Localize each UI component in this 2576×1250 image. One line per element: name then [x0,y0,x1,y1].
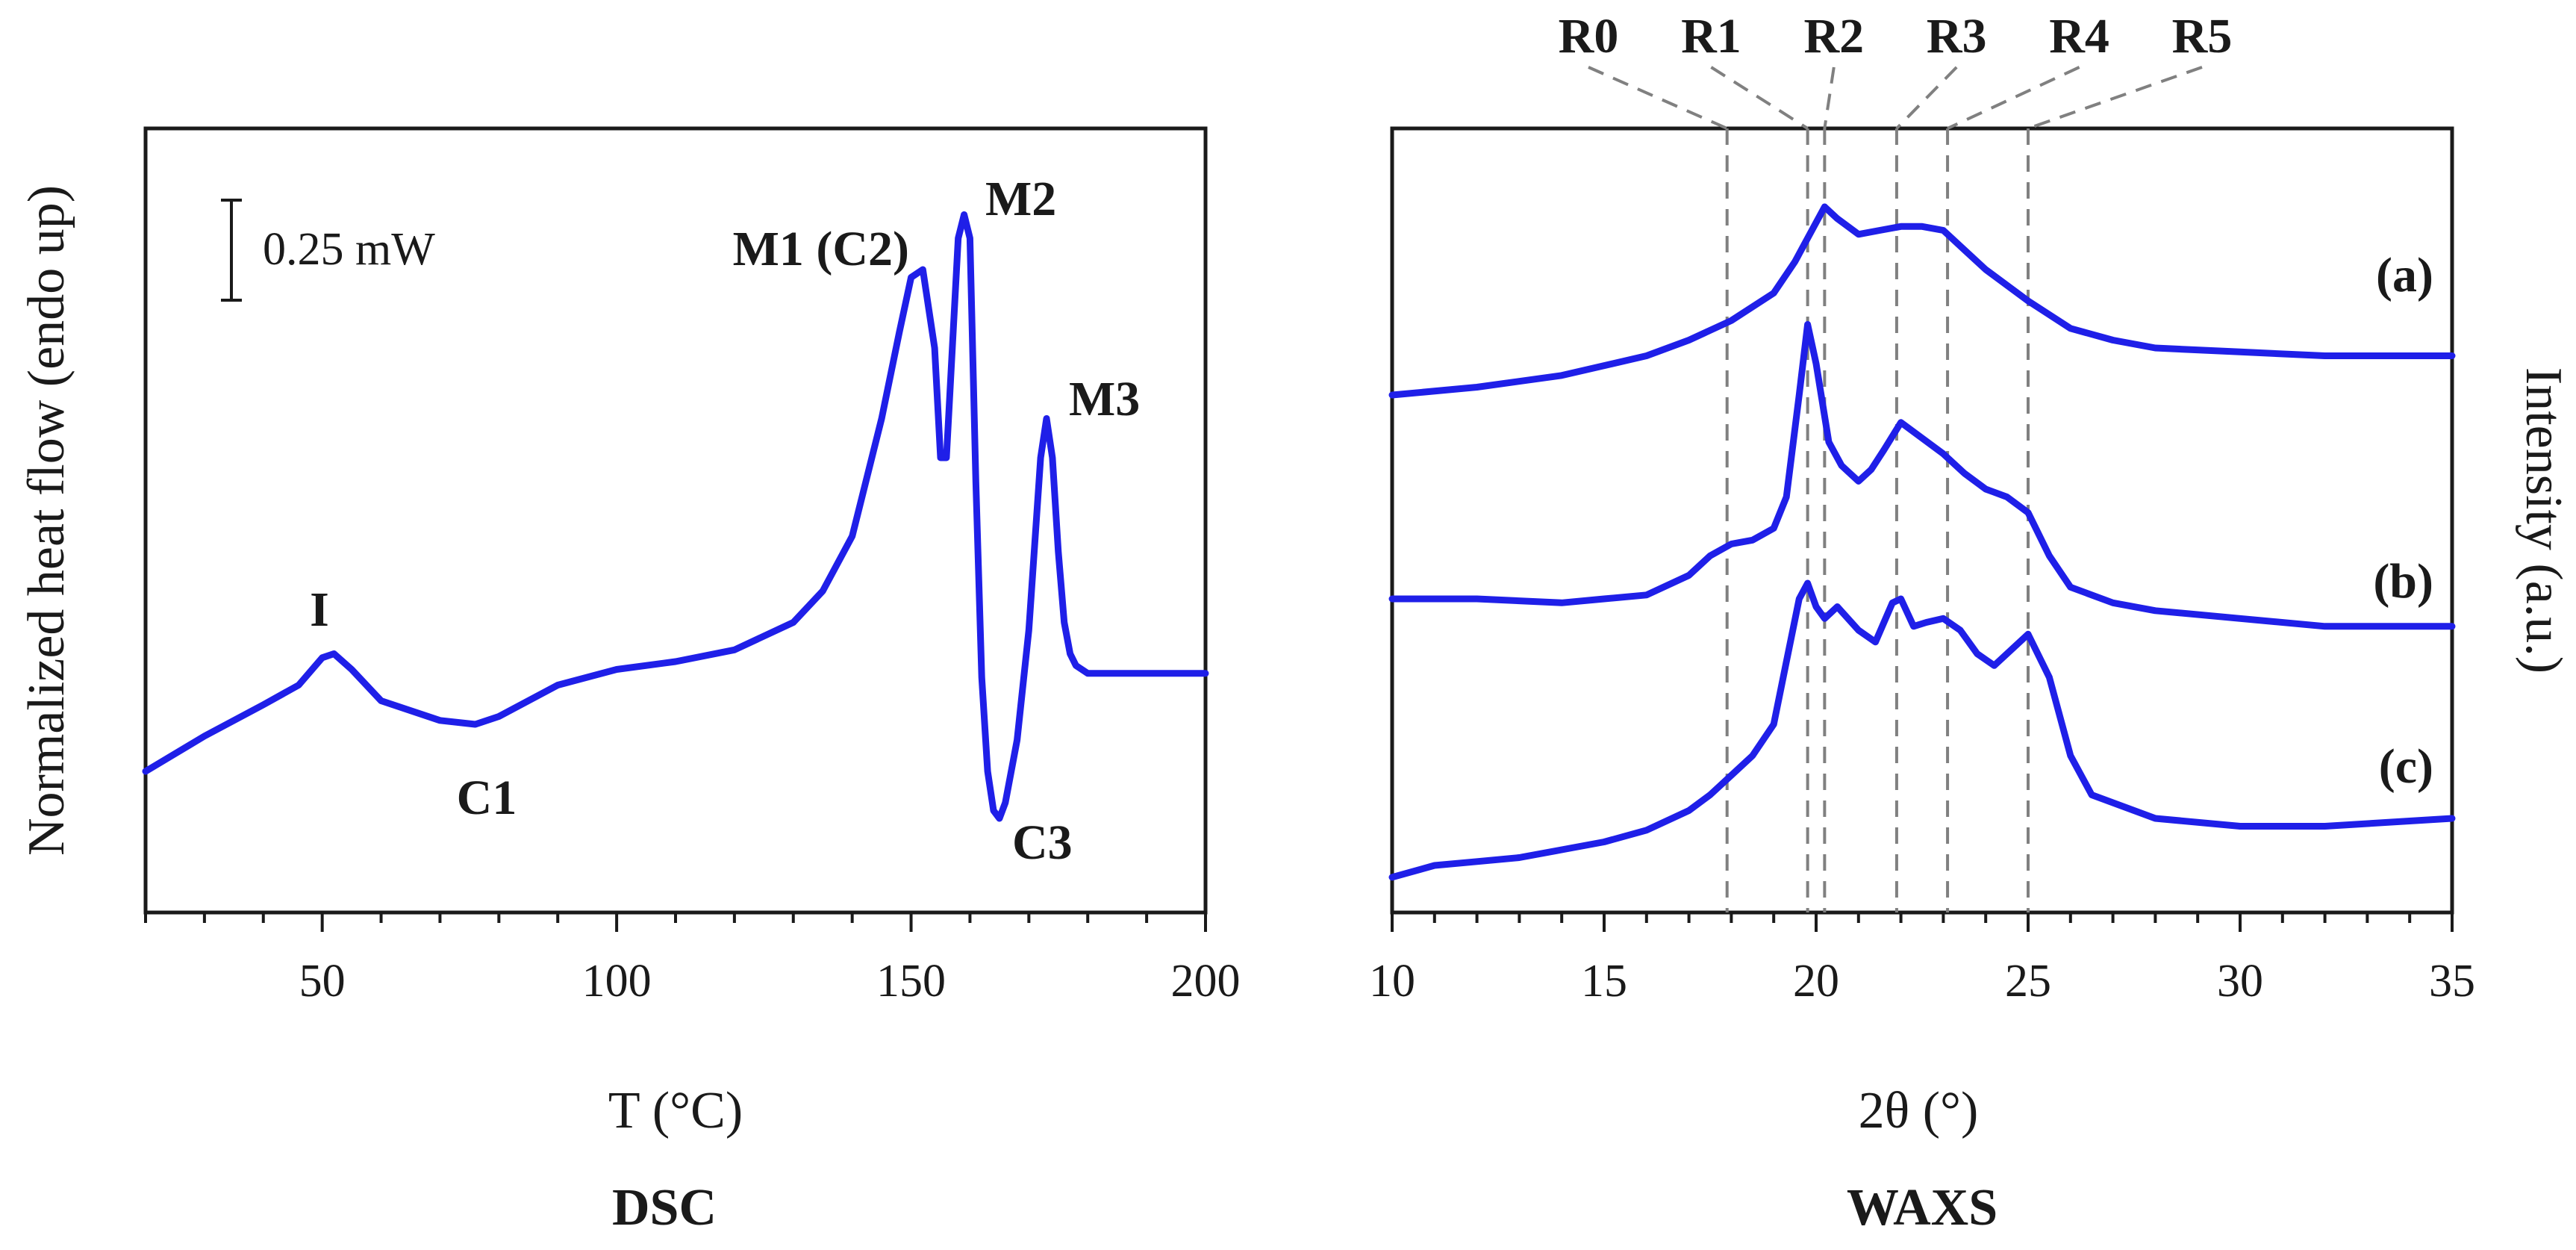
dsc-annotation-M2: M2 [985,172,1056,226]
waxs-curves [1388,203,2456,881]
waxs-plot-frame [1390,126,2454,915]
scale-bar-label: 0.25 mW [263,224,435,275]
waxs-ref-label-R1: R1 [1681,9,1741,63]
waxs-x-tick-labels: 10 15 20 25 30 35 [1369,956,2475,1007]
waxs-ref-leader-R2 [1823,66,1836,129]
dsc-x-tick-label: 50 [299,956,346,1007]
waxs-series-line-3 [1388,579,2456,881]
waxs-x-axis-title: 2θ (°) [1859,1082,1979,1139]
dsc-x-tick-label: 200 [1171,956,1241,1007]
waxs-ref-label-R4: R4 [2049,9,2109,63]
waxs-x-tick-label: 35 [2429,956,2475,1007]
waxs-x-tick-label: 30 [2217,956,2263,1007]
dsc-series-line-1 [142,211,1209,822]
dsc-x-tick-label: 100 [582,956,652,1007]
waxs-x-tick-label: 10 [1369,956,1415,1007]
waxs-panel-title: WAXS [1847,1179,1998,1237]
waxs-ref-leader-R5 [2027,66,2203,130]
dsc-annotation-M1: M1 (C2) [733,222,909,276]
dsc-x-tick-labels: 50 100 150 200 [299,956,1241,1007]
waxs-curve-label-b: (b) [2373,554,2433,609]
dsc-annotation-M3: M3 [1069,372,1140,426]
dsc-annotation-C1: C1 [457,771,517,825]
waxs-ref-leader-R1 [1710,66,1809,130]
waxs-curve-label-c: (c) [2379,739,2433,794]
waxs-ref-label-R5: R5 [2172,9,2233,63]
waxs-ref-leader-R4 [1947,66,2080,130]
waxs-reference-lines: R0 R1 R2 R3 R4 R5 [1559,9,2233,912]
waxs-ref-leader-R0 [1588,66,1728,130]
waxs-ref-label-R0: R0 [1559,9,1619,63]
dsc-curves [142,211,1209,822]
dsc-annotation-I: I [310,582,329,637]
dsc-panel-title: DSC [612,1179,717,1237]
waxs-y-axis-title: Intensity (a.u.) [2515,367,2572,674]
waxs-x-tick-label: 15 [1581,956,1627,1007]
dsc-y-axis-title: Normalized heat flow (endo up) [18,185,75,856]
dsc-panel: 50 100 150 200 0.25 mW I C1 M1 (C2) M2 M3 C… [18,126,1241,1237]
dsc-x-tick-label: 150 [876,956,946,1007]
waxs-x-ticks [1391,912,2454,932]
dsc-x-axis-title: T (°C) [608,1082,743,1139]
waxs-ref-label-R2: R2 [1803,9,1864,63]
dsc-annotation-C3: C3 [1012,815,1073,870]
waxs-panel: R0 R1 R2 R3 R4 R5 10 15 20 25 30 35 (a) (b) (c) 2θ… [1369,9,2572,1237]
waxs-curve-label-a: (a) [2376,248,2433,302]
dsc-scale-bar: 0.25 mW [221,199,435,302]
waxs-series-line-2 [1388,321,2456,630]
waxs-ref-label-R3: R3 [1927,9,1987,63]
waxs-x-tick-label: 20 [1793,956,1839,1007]
waxs-series-line-1 [1388,203,2456,399]
waxs-ref-leader-R3 [1895,66,1958,130]
waxs-x-tick-label: 25 [2005,956,2051,1007]
dsc-x-ticks [144,912,1207,932]
